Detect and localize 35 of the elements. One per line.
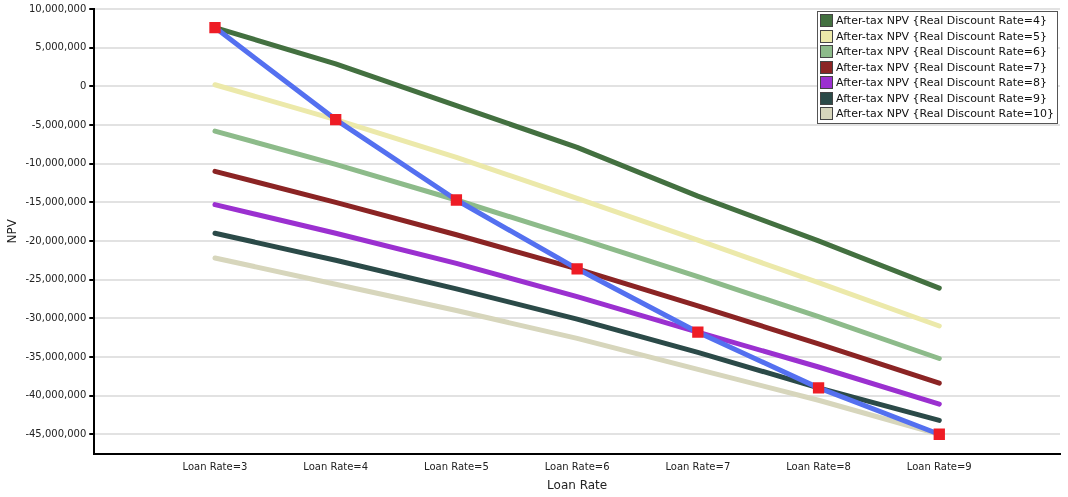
y-tick-label: -25,000,000	[25, 273, 87, 285]
legend-label: After-tax NPV {Real Discount Rate=10}	[836, 107, 1055, 121]
legend-label: After-tax NPV {Real Discount Rate=4}	[836, 14, 1048, 28]
legend-label: After-tax NPV {Real Discount Rate=6}	[836, 45, 1048, 59]
y-tick-label: -40,000,000	[25, 389, 87, 401]
y-tick-label: 0	[79, 79, 87, 91]
point	[692, 326, 704, 338]
y-tick-label: 5,000,000	[35, 41, 87, 53]
legend-label: After-tax NPV {Real Discount Rate=9}	[836, 91, 1048, 105]
point	[330, 113, 342, 126]
x-axis-title: Loan Rate	[547, 477, 608, 492]
x-tick-label: Loan Rate=7	[665, 461, 731, 473]
x-tick-label: Loan Rate=9	[906, 461, 972, 473]
y-tick-label: 10,000,000	[29, 2, 87, 14]
x-tick-label: Loan Rate=8	[786, 461, 851, 473]
y-tick-label: -45,000,000	[25, 427, 87, 439]
legend-label: After-tax NPV {Real Discount Rate=5}	[836, 29, 1048, 43]
y-tick-label: -30,000,000	[25, 311, 87, 323]
y-tick-label: -15,000,000	[25, 195, 87, 207]
point	[209, 21, 221, 34]
point	[571, 263, 583, 275]
x-tick-label: Loan Rate=5	[423, 461, 489, 473]
legend-label: After-tax NPV {Real Discount Rate=8}	[836, 76, 1048, 90]
point	[450, 194, 463, 206]
point	[812, 382, 825, 394]
x-tick-label: Loan Rate=4	[303, 461, 369, 473]
y-tick-label: -5,000,000	[31, 118, 87, 130]
legend-label: After-tax NPV {Real Discount Rate=7}	[836, 60, 1048, 74]
y-axis-title: NPV	[5, 218, 20, 244]
x-tick-label: Loan Rate=6	[544, 461, 610, 473]
y-tick-label: -20,000,000	[25, 234, 87, 246]
y-tick-label: -35,000,000	[25, 350, 87, 362]
x-tick-label: Loan Rate=3	[182, 461, 248, 473]
point	[933, 428, 945, 440]
y-tick-label: -10,000,000	[25, 157, 87, 169]
